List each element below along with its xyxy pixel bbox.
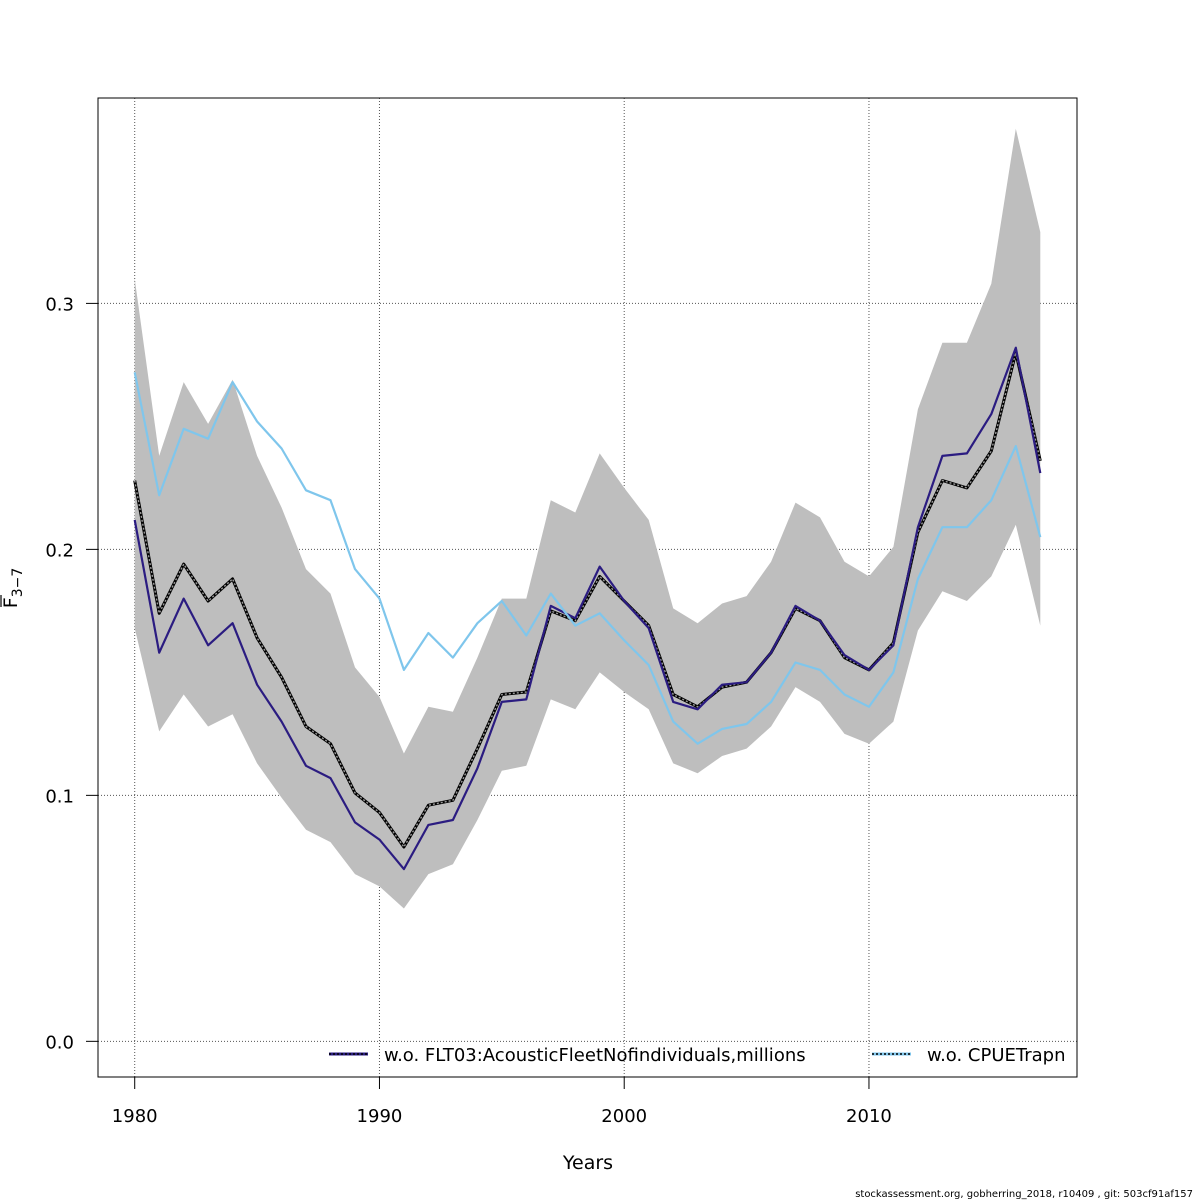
axes: 1980 1990 2000 2010 0.0 0.1 0.2 0.3	[45, 294, 892, 1127]
y-tick-label: 0.0	[45, 1032, 74, 1053]
y-axis-title-main: F	[0, 597, 22, 608]
footer-credit: stockassessment.org, gobherring_2018, r1…	[855, 1189, 1193, 1200]
x-tick-label: 1990	[357, 1106, 403, 1127]
y-tick-label: 0.3	[45, 294, 74, 315]
confidence-band	[134, 128, 1041, 909]
series-line-1	[133, 346, 1042, 871]
svg-text:F3−7: F3−7	[0, 568, 26, 608]
legend-label: w.o. FLT03:AcousticFleetNofindividuals,m…	[384, 1045, 806, 1066]
series-line-2	[133, 372, 1042, 745]
x-tick-label: 1980	[112, 1106, 158, 1127]
y-axis-title: F3−7	[0, 568, 26, 608]
series-line-base-dots	[134, 352, 1041, 849]
y-tick-label: 0.2	[45, 540, 74, 561]
y-tick-label: 0.1	[45, 786, 74, 807]
x-tick-label: 2010	[846, 1106, 892, 1127]
legend: w.o. FLT03:AcousticFleetNofindividuals,m…	[329, 1045, 1066, 1066]
x-tick-label: 2000	[601, 1106, 647, 1127]
y-axis-title-subscript: 3−7	[10, 568, 26, 598]
confidence-band-area	[134, 128, 1041, 909]
series-lines	[133, 346, 1042, 871]
legend-label: w.o. CPUETrapn	[927, 1045, 1066, 1066]
x-axis-title: Years	[562, 1152, 613, 1174]
